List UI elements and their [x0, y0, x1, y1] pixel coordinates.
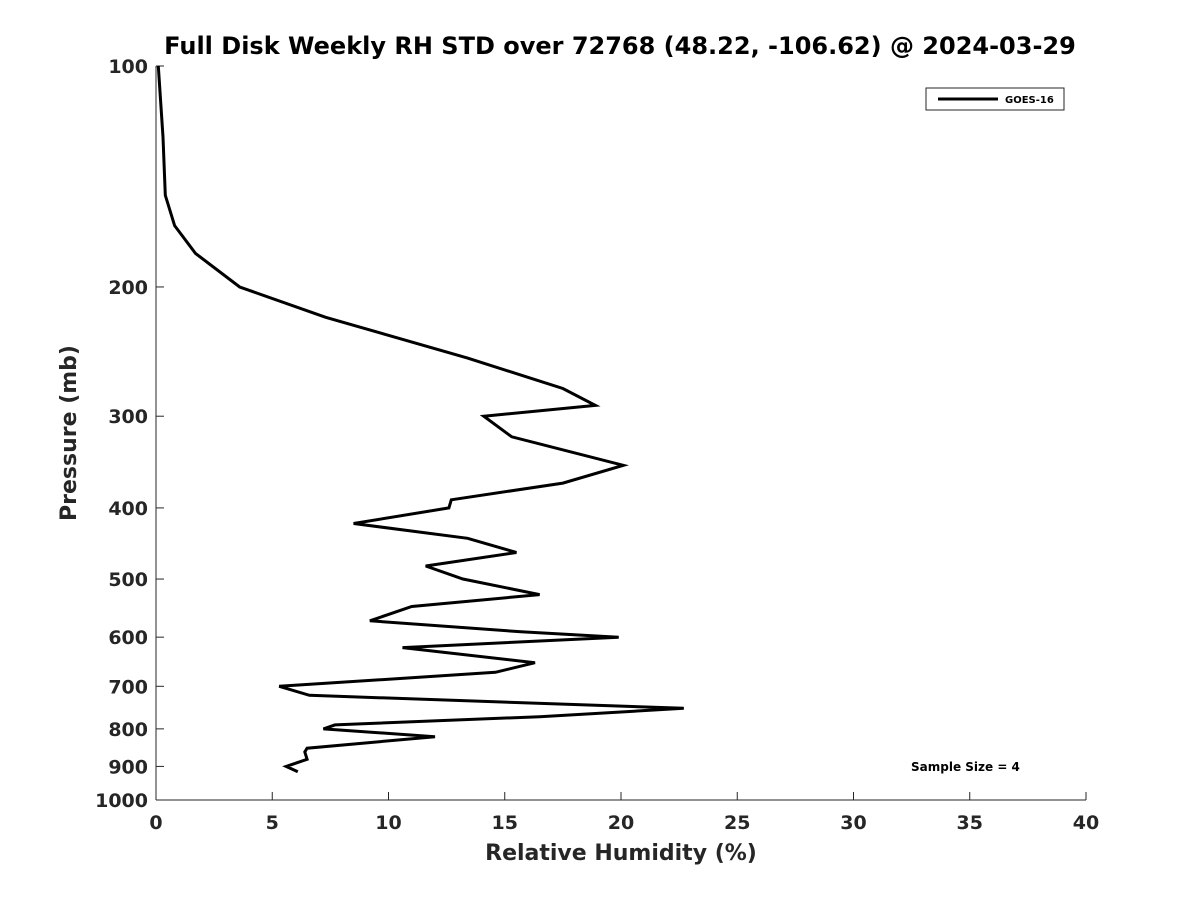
y-ticks: 100 200 300 400 500 600 700 800 900 1000 — [95, 56, 164, 812]
x-tick-label: 15 — [492, 812, 518, 834]
legend-label-goes-16: GOES-16 — [1005, 95, 1054, 106]
x-tick-label: 5 — [266, 812, 279, 834]
x-tick-label: 40 — [1073, 812, 1099, 834]
y-tick-label: 600 — [108, 627, 148, 649]
x-tick-label: 35 — [957, 812, 983, 834]
x-tick-label: 20 — [608, 812, 634, 834]
y-tick-label: 100 — [108, 56, 148, 78]
y-tick-label: 800 — [108, 719, 148, 741]
x-axis-label: Relative Humidity (%) — [485, 841, 757, 866]
y-tick-label: 200 — [108, 277, 148, 299]
chart-title: Full Disk Weekly RH STD over 72768 (48.2… — [164, 32, 1076, 60]
x-tick-label: 25 — [724, 812, 750, 834]
series-group — [156, 65, 684, 774]
legend: GOES-16 — [925, 87, 1065, 111]
series-line-goes-16 — [156, 65, 684, 774]
y-tick-label: 900 — [108, 756, 148, 778]
y-tick-label: 300 — [108, 406, 148, 428]
y-tick-label: 400 — [108, 498, 148, 520]
sample-size-annotation: Sample Size = 4 — [911, 760, 1020, 774]
x-tick-label: 10 — [375, 812, 401, 834]
x-tick-label: 0 — [149, 812, 162, 834]
y-axis-label: Pressure (mb) — [57, 345, 82, 521]
y-tick-label: 500 — [108, 569, 148, 591]
y-tick-label: 700 — [108, 676, 148, 698]
x-ticks: 0 5 10 15 20 25 30 35 40 — [149, 792, 1099, 834]
y-tick-label: 1000 — [95, 790, 148, 812]
x-tick-label: 30 — [840, 812, 866, 834]
